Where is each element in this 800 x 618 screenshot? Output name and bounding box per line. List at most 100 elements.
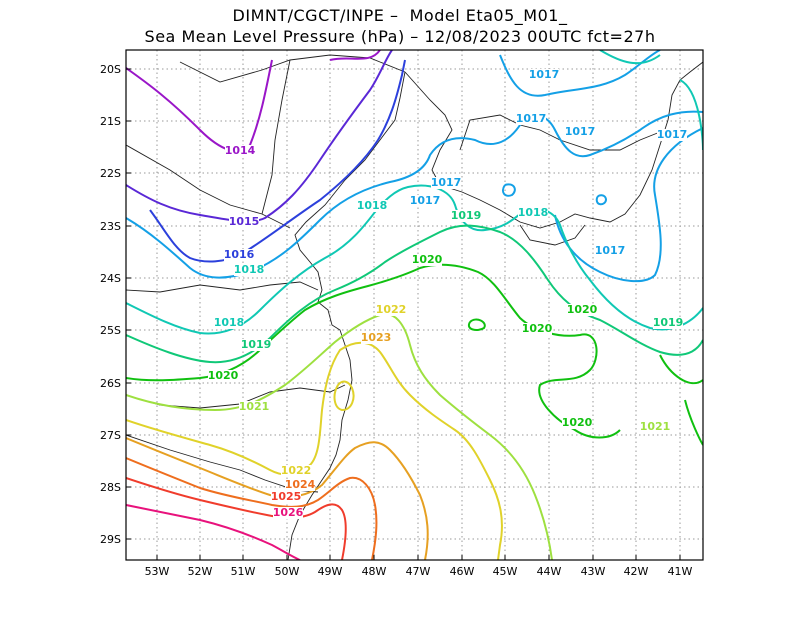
contour-label-bg <box>565 126 595 138</box>
contour-1022-b <box>333 380 355 412</box>
contour-label-1017: 1017 <box>565 125 596 138</box>
contour-label-bg <box>640 421 670 433</box>
x-tick-label: 47W <box>406 565 431 578</box>
contour-label-bg <box>271 491 301 503</box>
map-frame <box>125 49 704 561</box>
contour-label-bg <box>376 304 406 316</box>
contour-label-bg <box>518 207 548 219</box>
y-tick-label: 23S <box>100 220 121 233</box>
contour-label-1018: 1018 <box>214 316 245 329</box>
contour-label-1020: 1020 <box>522 322 553 335</box>
contour-label-1017: 1017 <box>657 128 688 141</box>
contour-label-bg <box>431 177 461 189</box>
contour-label-1017: 1017 <box>410 194 441 207</box>
contour-1017-c <box>554 127 703 283</box>
contour-1026 <box>126 504 301 560</box>
contour-label-bg <box>653 317 683 329</box>
y-tick-label: 27S <box>100 429 121 442</box>
contour-label-bg <box>273 507 303 519</box>
contour-label-bg <box>567 304 597 316</box>
x-tick-label: 53W <box>145 565 170 578</box>
contour-label-bg <box>229 216 259 228</box>
y-tick-label: 25S <box>100 324 121 337</box>
contour-label-1015: 1015 <box>229 215 260 228</box>
contour-label-bg <box>241 339 271 351</box>
x-tick-label: 45W <box>493 565 518 578</box>
contour-label-1014: 1014 <box>225 144 256 157</box>
y-tick-label: 20S <box>100 63 121 76</box>
contour-label-1021: 1021 <box>239 400 270 413</box>
contour-label-bg <box>208 370 238 382</box>
contour-1017-d <box>502 183 608 206</box>
contour-1024 <box>126 457 378 560</box>
axis-ticks <box>126 68 681 560</box>
contour-label-1019: 1019 <box>241 338 272 351</box>
contour-label-1026: 1026 <box>273 506 304 519</box>
contour-label-1018: 1018 <box>518 206 549 219</box>
x-tick-label: 46W <box>450 565 475 578</box>
contour-label-bg <box>234 264 264 276</box>
contour-label-1017: 1017 <box>595 244 626 257</box>
contour-label-bg <box>412 254 442 266</box>
contour-label-1023: 1023 <box>361 331 392 344</box>
contour-label-bg <box>516 113 546 125</box>
contour-label-1019: 1019 <box>653 316 684 329</box>
contour-labels: 1014 1015 1016 1017 1017 1017 1017 1017 1017 1017… <box>208 68 688 519</box>
contour-label-1025: 1025 <box>271 490 302 503</box>
contour-label-1020: 1020 <box>567 303 598 316</box>
contour-1017-a <box>126 110 703 279</box>
contour-label-bg <box>657 129 687 141</box>
contour-1023 <box>126 437 429 560</box>
x-tick-label: 50W <box>275 565 300 578</box>
x-tick-label: 42W <box>624 565 649 578</box>
y-tick-label: 26S <box>100 377 121 390</box>
contour-label-1020: 1020 <box>562 416 593 429</box>
contour-label-bg <box>595 245 625 257</box>
contour-1018-a <box>126 184 703 335</box>
contour-label-1024: 1024 <box>285 478 316 491</box>
y-tick-label: 29S <box>100 533 121 546</box>
contour-1020-b <box>659 354 703 446</box>
contour-1020-c <box>467 318 486 331</box>
contour-label-bg <box>224 249 254 261</box>
contour-label-1017: 1017 <box>431 176 462 189</box>
y-tick-label: 28S <box>100 481 121 494</box>
contour-label-bg <box>357 200 387 212</box>
contour-label-bg <box>214 317 244 329</box>
contour-label-bg <box>239 401 269 413</box>
contour-1020-a <box>126 263 621 439</box>
contour-label-bg <box>562 417 592 429</box>
x-tick-label: 51W <box>231 565 256 578</box>
x-tick-label: 44W <box>537 565 562 578</box>
contour-label-bg <box>281 465 311 477</box>
contour-label-bg <box>361 332 391 344</box>
contour-label-1020: 1020 <box>412 253 443 266</box>
contour-label-1020: 1020 <box>208 369 239 382</box>
contour-label-1018: 1018 <box>234 263 265 276</box>
x-tick-label: 48W <box>362 565 387 578</box>
contour-label-bg <box>529 69 559 81</box>
y-tick-label: 21S <box>100 115 121 128</box>
y-tick-label: 22S <box>100 167 121 180</box>
contour-1014 <box>126 50 381 153</box>
axis-tick-labels: 53W 52W 51W 50W 49W 48W 47W 46W 45W 44W 43W 42W 41W 2… <box>100 63 693 578</box>
contour-label-1019: 1019 <box>451 209 482 222</box>
contour-label-1022: 1022 <box>281 464 312 477</box>
contour-label-1022: 1022 <box>376 303 407 316</box>
x-tick-label: 43W <box>581 565 606 578</box>
contour-label-bg <box>285 479 315 491</box>
contour-label-1017: 1017 <box>529 68 560 81</box>
contour-1022-a <box>126 341 503 560</box>
contour-label-1021: 1021 <box>640 420 671 433</box>
map-title-line2: Sea Mean Level Pressure (hPa) – 12/08/20… <box>144 27 656 46</box>
contour-1015 <box>126 50 393 223</box>
contour-label-bg <box>522 323 552 335</box>
contour-label-bg <box>225 145 255 157</box>
x-tick-label: 52W <box>188 565 213 578</box>
x-tick-label: 49W <box>318 565 343 578</box>
contour-label-bg <box>451 210 481 222</box>
contour-label-bg <box>410 195 440 207</box>
contour-label-1016: 1016 <box>224 248 255 261</box>
contour-1016 <box>149 59 406 263</box>
